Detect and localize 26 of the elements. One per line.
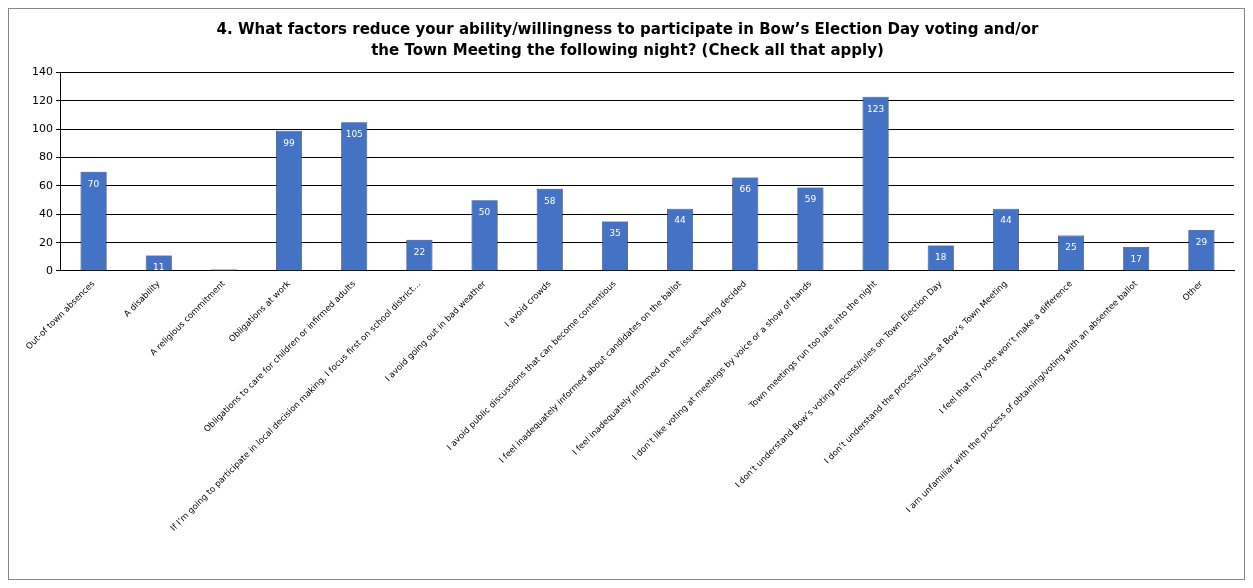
y-tick-label: 100 xyxy=(32,122,53,136)
data-label: 17 xyxy=(1130,253,1142,264)
data-label: 44 xyxy=(674,215,687,226)
data-label: 58 xyxy=(544,195,556,206)
data-label: 29 xyxy=(1195,236,1208,247)
data-label: 11 xyxy=(153,262,165,273)
data-label: 22 xyxy=(413,246,426,257)
y-tick-label: 60 xyxy=(39,178,53,192)
data-label: 25 xyxy=(1065,242,1077,253)
data-label: 50 xyxy=(478,206,491,217)
data-label: 44 xyxy=(1000,215,1012,226)
y-tick-label: 20 xyxy=(39,235,53,249)
y-tick-label: 120 xyxy=(32,93,53,107)
y-tick-label: 40 xyxy=(39,207,53,221)
data-label: 99 xyxy=(283,137,296,148)
data-label: 66 xyxy=(739,184,752,195)
data-label: 70 xyxy=(87,178,100,189)
y-tick-label: 0 xyxy=(46,263,53,277)
data-label: 105 xyxy=(345,129,363,140)
y-tick-label: 80 xyxy=(39,150,53,164)
y-tick-label: 140 xyxy=(32,65,53,79)
data-label: 59 xyxy=(804,194,817,205)
data-label: 35 xyxy=(609,228,621,239)
data-label: 123 xyxy=(866,103,885,114)
chart-title: 4. What factors reduce your ability/willingness to participate in Bow’s Election Day voting and/or the Town Meeting the following night? (Check all that apply) xyxy=(215,19,1040,61)
data-label: 18 xyxy=(935,252,947,263)
